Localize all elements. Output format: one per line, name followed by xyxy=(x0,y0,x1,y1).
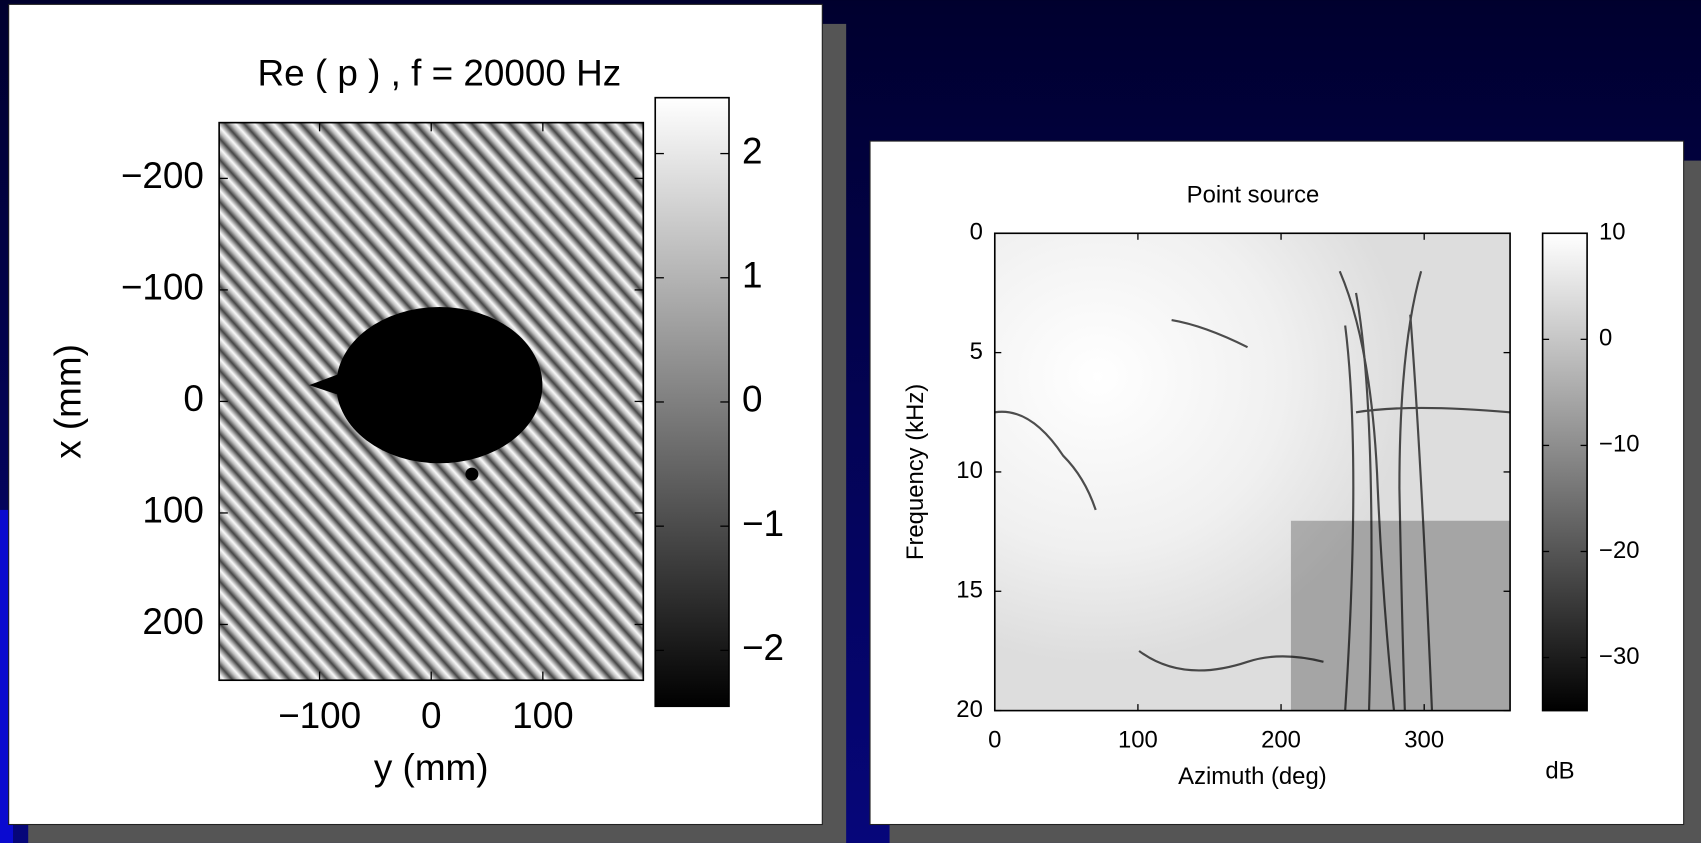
colorbar-tick-label: 0 xyxy=(742,379,763,420)
x-tick-label: 0 xyxy=(421,695,442,736)
y-tick-label: 5 xyxy=(970,338,983,365)
y-tick-label: 100 xyxy=(142,490,204,531)
heatmap-image xyxy=(219,122,644,681)
x-tick-label: 100 xyxy=(1118,726,1158,753)
colorbar-tick-label: −2 xyxy=(742,627,784,668)
y-tick-label: 15 xyxy=(956,577,983,604)
chart-title: Re ( p ) , f = 20000 Hz xyxy=(257,53,621,94)
colorbar-tick-label: −20 xyxy=(1599,537,1639,564)
y-tick-label: 10 xyxy=(956,457,983,484)
chart-title: Point source xyxy=(1187,182,1320,209)
y-tick-label: 20 xyxy=(956,696,983,723)
x-tick-label: 300 xyxy=(1404,726,1444,753)
x-tick-label: −100 xyxy=(278,695,361,736)
colorbar-label: dB xyxy=(1545,758,1574,785)
colorbar-tick-label: 0 xyxy=(1599,325,1612,352)
colorbar-tick-label: 1 xyxy=(742,255,763,296)
colorbar xyxy=(654,96,730,708)
y-tick-label: 0 xyxy=(970,219,983,246)
x-tick-label: 0 xyxy=(988,726,1001,753)
x-axis-label: Azimuth (deg) xyxy=(1178,763,1327,790)
heatmap-image xyxy=(994,233,1511,711)
colorbar-tick-label: −10 xyxy=(1599,431,1639,458)
colorbar-tick-label: 10 xyxy=(1599,219,1626,246)
colorbar xyxy=(1541,232,1588,712)
colorbar-tick-label: −1 xyxy=(742,503,784,544)
y-axis-label: Frequency (kHz) xyxy=(902,384,929,560)
x-tick-label: 200 xyxy=(1261,726,1301,753)
x-tick-label: 100 xyxy=(512,695,574,736)
y-tick-label: 200 xyxy=(142,601,204,642)
colorbar-tick-label: 2 xyxy=(742,130,763,171)
y-tick-label: −100 xyxy=(121,267,204,308)
colorbar-tick-label: −30 xyxy=(1599,643,1639,670)
x-axis-label: y (mm) xyxy=(374,747,489,788)
y-tick-label: 0 xyxy=(183,378,204,419)
y-axis-label: x (mm) xyxy=(47,344,88,459)
y-tick-label: −200 xyxy=(121,155,204,196)
